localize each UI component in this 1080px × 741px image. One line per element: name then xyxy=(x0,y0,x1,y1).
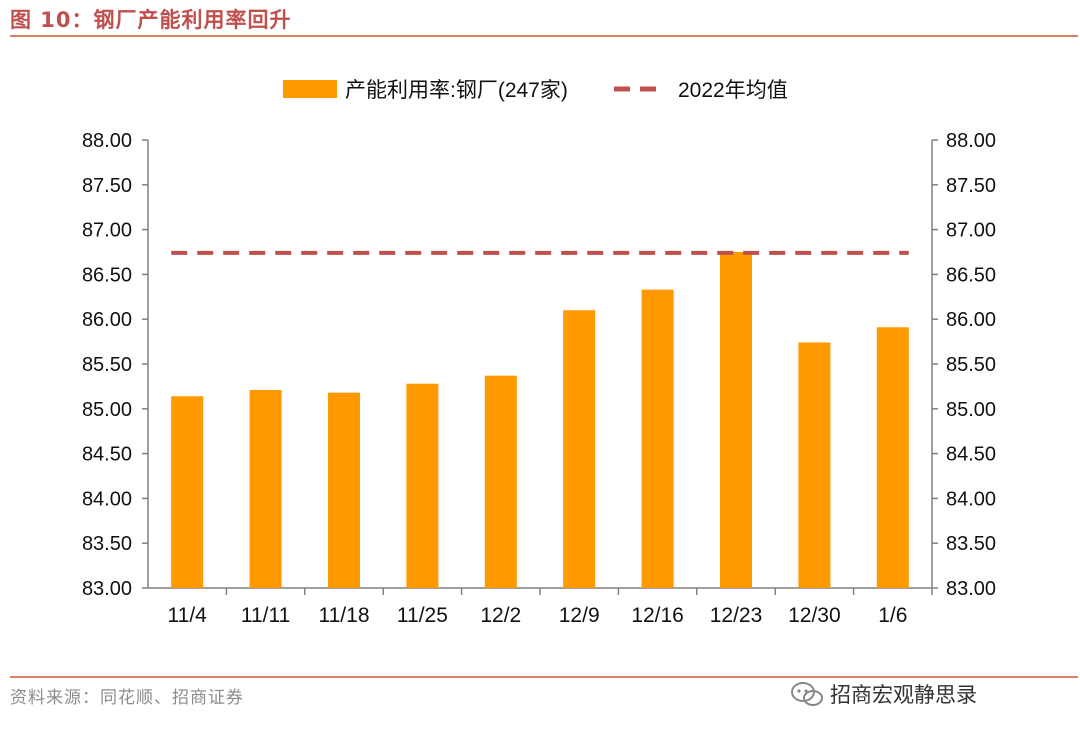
y-tick-label-right: 87.00 xyxy=(946,220,996,242)
bar xyxy=(328,392,360,588)
x-tick-label: 12/23 xyxy=(710,604,763,627)
y-tick-label-left: 88.00 xyxy=(82,130,132,152)
bar xyxy=(641,289,674,588)
chart-legend: 产能利用率:钢厂(247家) 2022年均值 xyxy=(283,79,788,102)
x-tick-label: 1/6 xyxy=(878,604,907,627)
x-tick-label: 11/11 xyxy=(241,604,290,627)
y-tick-label-left: 85.00 xyxy=(82,399,132,421)
x-tick-label: 11/25 xyxy=(397,604,448,627)
y-tick-label-right: 85.00 xyxy=(946,399,996,421)
bar xyxy=(171,396,204,588)
y-tick-label-right: 84.50 xyxy=(946,444,996,466)
legend-label-bars: 产能利用率:钢厂(247家) xyxy=(345,79,568,102)
wechat-icon xyxy=(791,682,823,706)
y-tick-label-right: 83.50 xyxy=(946,533,996,555)
y-tick-label-left: 83.00 xyxy=(82,578,132,600)
bar xyxy=(563,310,596,588)
y-tick-label-left: 87.00 xyxy=(82,220,132,242)
bar-series xyxy=(171,252,909,588)
y-tick-label-right: 88.00 xyxy=(946,130,996,152)
y-tick-label-left: 84.00 xyxy=(82,488,132,510)
x-tick-label: 12/9 xyxy=(559,604,600,627)
y-tick-label-left: 85.50 xyxy=(82,354,132,376)
x-tick-label: 11/4 xyxy=(168,604,208,627)
source-note: 资料来源：同花顺、招商证券 xyxy=(10,688,244,708)
y-tick-label-left: 84.50 xyxy=(82,444,132,466)
x-tick-label: 12/30 xyxy=(788,604,841,627)
title-divider xyxy=(10,35,1078,37)
y-tick-label-left: 86.50 xyxy=(82,264,132,286)
bar xyxy=(484,375,517,588)
bar xyxy=(720,252,752,588)
bar xyxy=(249,389,282,588)
y-tick-label-right: 84.00 xyxy=(946,488,996,510)
bar xyxy=(798,342,831,588)
figure-title: 图 10：钢厂产能利用率回升 xyxy=(10,8,292,32)
y-tick-label-left: 83.50 xyxy=(82,533,132,555)
legend-label-average: 2022年均值 xyxy=(678,79,788,102)
y-tick-label-left: 87.50 xyxy=(82,175,132,197)
legend-swatch-bars xyxy=(283,80,337,98)
x-tick-label: 12/2 xyxy=(480,604,521,627)
x-tick-label: 12/16 xyxy=(631,604,684,627)
y-tick-label-right: 85.50 xyxy=(946,354,996,376)
y-tick-label-right: 87.50 xyxy=(946,175,996,197)
y-tick-label-left: 86.00 xyxy=(82,309,132,331)
watermark: 招商宏观静思录 xyxy=(790,679,977,709)
bar xyxy=(406,383,439,588)
bar xyxy=(876,327,909,588)
axis-labels: 83.00 83.00 83.50 83.50 84.00 84.00 84.50 84.50… xyxy=(82,130,996,627)
y-tick-label-right: 86.50 xyxy=(946,264,996,286)
footer-divider xyxy=(10,676,1078,678)
x-tick-label: 11/18 xyxy=(319,604,370,627)
y-tick-label-right: 83.00 xyxy=(946,578,996,600)
watermark-text: 招商宏观静思录 xyxy=(830,683,977,707)
y-tick-label-right: 86.00 xyxy=(946,309,996,331)
